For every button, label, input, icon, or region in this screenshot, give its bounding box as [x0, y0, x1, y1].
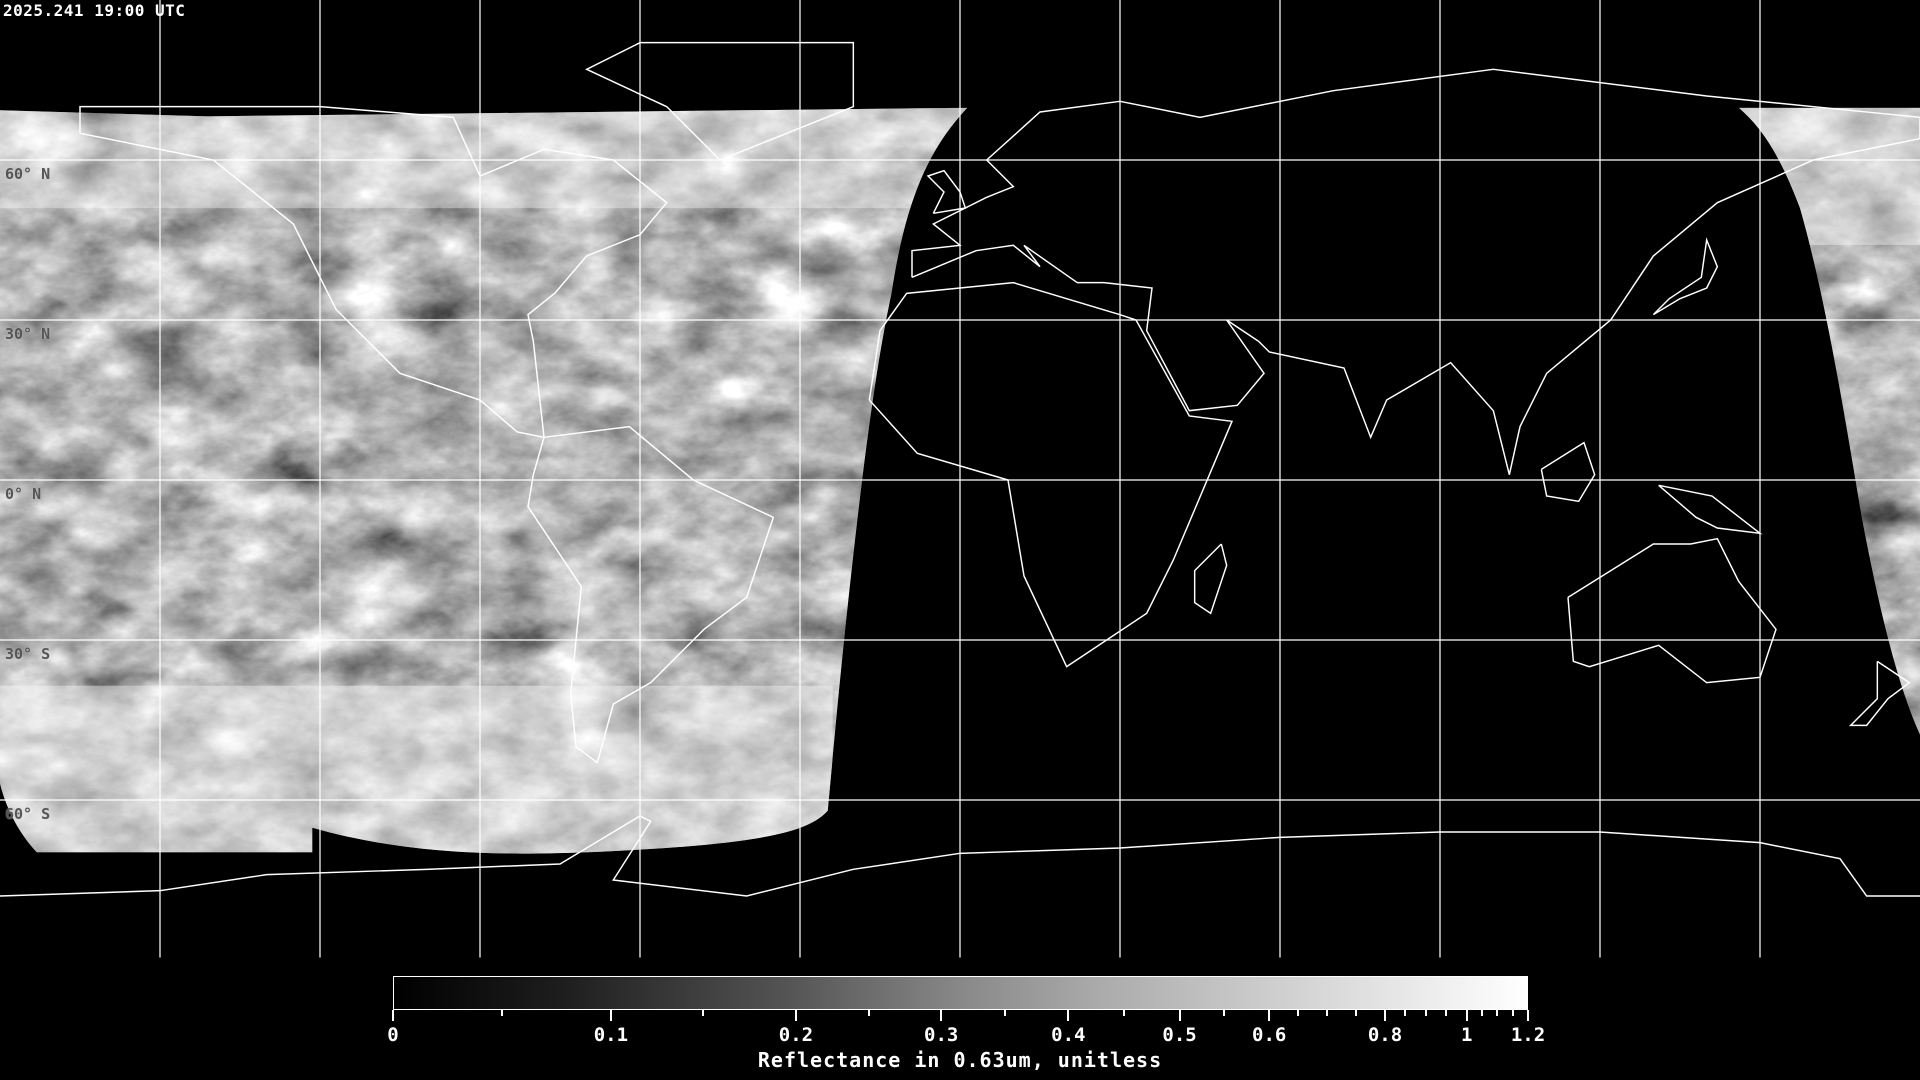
- colorbar-tick-label: 0.2: [778, 1024, 814, 1046]
- colorbar: [393, 976, 1528, 1010]
- colorbar-minor-tick: [1481, 1010, 1484, 1016]
- colorbar-minor-tick: [1445, 1010, 1448, 1016]
- colorbar-tick-label: 1.2: [1510, 1024, 1546, 1046]
- coastline-borneo: [1540, 441, 1596, 503]
- coastline-south-america: [527, 425, 775, 764]
- coastlines: [0, 41, 1920, 897]
- colorbar-minor-tick: [1223, 1010, 1226, 1016]
- coastline-new-zealand: [1848, 660, 1911, 727]
- colorbar-minor-tick: [1122, 1010, 1125, 1016]
- colorbar-major-tick: [392, 1010, 394, 1021]
- colorbar-minor-tick: [1511, 1010, 1514, 1016]
- colorbar-tick-label: 0.5: [1162, 1024, 1197, 1046]
- colorbar-major-tick: [940, 1010, 943, 1021]
- colorbar-major-tick: [1067, 1010, 1070, 1021]
- coastline-africa: [868, 281, 1234, 668]
- colorbar-major-tick: [1268, 1010, 1271, 1021]
- coastline-madagascar: [1193, 543, 1228, 615]
- colorbar-major-tick: [1465, 1010, 1468, 1021]
- colorbar-minor-tick: [1003, 1010, 1006, 1016]
- colorbar-minor-tick: [867, 1010, 870, 1016]
- coastline-new-guinea: [1658, 484, 1763, 535]
- timestamp: 2025.241 19:00 UTC: [3, 1, 186, 20]
- colorbar-major-tick: [1527, 1010, 1529, 1021]
- colorbar-minor-tick: [1404, 1010, 1407, 1016]
- colorbar-minor-tick: [1424, 1010, 1427, 1016]
- lat-label-30n: 30° N: [5, 325, 51, 343]
- colorbar-tick-label: 0.6: [1252, 1024, 1287, 1046]
- colorbar-tick-label: 0: [387, 1024, 399, 1046]
- lat-label-60s: 60° S: [5, 805, 51, 823]
- colorbar-major-tick: [1178, 1010, 1181, 1021]
- coastline-eurasia: [911, 68, 1920, 475]
- colorbar-minor-tick: [702, 1010, 705, 1016]
- coastline-japan: [1652, 237, 1719, 316]
- colorbar-tick-label: 0.3: [924, 1024, 959, 1046]
- colorbar-tick-label: 0.8: [1367, 1024, 1403, 1046]
- colorbar-tick-label: 0.4: [1051, 1024, 1086, 1046]
- coastline-north-america: [79, 105, 668, 439]
- colorbar-tick-label: 1: [1460, 1024, 1473, 1046]
- coastline-great-britain: [926, 169, 967, 215]
- colorbar-major-tick: [794, 1010, 797, 1021]
- colorbar-ticks: 0 0.1 0.2 0.3 0.4 0.5 0.6 0.8 1 1.2: [387, 1010, 1545, 1080]
- colorbar-title: Reflectance in 0.63um, unitless: [757, 1048, 1163, 1072]
- coastline-antarctica: [0, 815, 1920, 897]
- colorbar-minor-tick: [1355, 1010, 1358, 1016]
- lat-label-30s: 30° S: [5, 645, 51, 663]
- colorbar-minor-tick: [1297, 1010, 1300, 1016]
- colorbar-minor-tick: [1326, 1010, 1329, 1016]
- colorbar-major-tick: [1383, 1010, 1386, 1021]
- colorbar-minor-tick: [1496, 1010, 1499, 1016]
- lat-label-60n: 60° N: [5, 165, 51, 183]
- colorbar-tick-label: 0.1: [593, 1024, 629, 1046]
- lat-label-0n: 0° N: [5, 485, 42, 503]
- coastline-greenland: [584, 41, 855, 161]
- graticule: [0, 0, 1920, 958]
- coastline-australia: [1567, 537, 1777, 684]
- colorbar-major-tick: [609, 1010, 612, 1021]
- colorbar-minor-tick: [500, 1010, 503, 1016]
